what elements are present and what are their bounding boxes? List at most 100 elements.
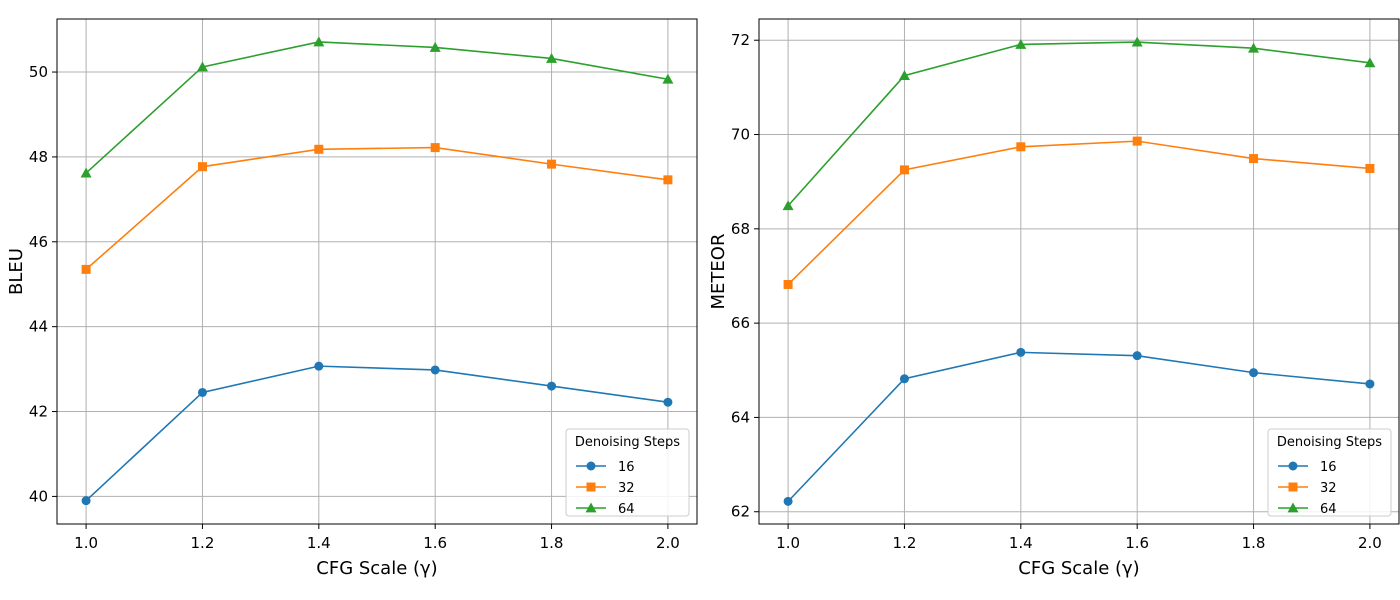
x-tick-label: 1.2 [191, 534, 215, 552]
series-32-point [899, 165, 909, 175]
series-32-point [430, 143, 440, 153]
series-16-point [899, 374, 909, 384]
series-16-point [547, 381, 557, 391]
x-tick-label: 1.8 [540, 534, 564, 552]
y-tick-label: 46 [29, 233, 48, 251]
series-32-point [1365, 163, 1375, 173]
series-16-point [430, 365, 440, 375]
x-tick-label: 1.6 [1125, 534, 1149, 552]
series-16 [783, 347, 1375, 506]
chart-panel-bleu: 1.0 1.2 1.4 1.6 1.8 2.0 40 42 44 46 48 50 CFG Scale … [6, 18, 698, 579]
x-axis-title: CFG Scale (γ) [316, 558, 437, 579]
series-16-point [1132, 351, 1142, 361]
series-64-point [898, 70, 910, 80]
legend-marker-16 [586, 461, 596, 471]
series-64-point [1131, 36, 1143, 47]
legend-label-32: 32 [1320, 481, 1337, 496]
series-16-point [197, 387, 207, 397]
x-tick-label: 1.4 [307, 534, 331, 552]
x-tick-label: 1.4 [1009, 534, 1033, 552]
legend-box [565, 428, 690, 517]
x-tick-label: 1.8 [1242, 534, 1266, 552]
series-64-point [662, 73, 674, 84]
grid [57, 19, 697, 524]
legend-title: Denoising Steps [575, 435, 680, 450]
y-tick-label: 48 [29, 148, 48, 166]
series-32-point [783, 279, 793, 289]
legend-marker-16 [1288, 461, 1298, 471]
series-64-line [787, 41, 1371, 207]
legend-title: Denoising Steps [1277, 435, 1382, 450]
y-tick-label: 64 [731, 408, 750, 426]
legend-marker-64 [585, 502, 597, 513]
series-32-point [314, 144, 324, 154]
series-16 [81, 361, 673, 506]
x-tick-label: 1.6 [423, 534, 447, 552]
series-32-line [787, 140, 1370, 286]
series-64-line [85, 41, 669, 174]
series-16-line [85, 365, 669, 502]
series-16-point [1365, 379, 1375, 389]
x-axis-title: CFG Scale (γ) [1018, 558, 1139, 579]
y-tick-label: 70 [731, 126, 750, 144]
axes-frame [758, 18, 1400, 525]
legend-label-16: 16 [1320, 460, 1337, 475]
series-32-line [85, 146, 669, 270]
x-tick-label: 1.0 [74, 534, 98, 552]
series-32 [783, 136, 1375, 289]
series-16-point [1016, 347, 1026, 357]
y-axis-title: METEOR [708, 234, 729, 310]
x-tick-label: 2.0 [1358, 534, 1382, 552]
legend-label-32: 32 [618, 481, 635, 496]
y-tick-label: 42 [29, 403, 48, 421]
series-64-point [313, 36, 325, 47]
series-64-point [196, 61, 208, 72]
axes-frame [56, 18, 698, 525]
series-32-point [1249, 154, 1259, 164]
legend-box [1267, 428, 1392, 517]
series-32-point [81, 264, 91, 274]
legend-marker-32 [1288, 482, 1298, 492]
series-32-point [197, 162, 207, 172]
legend-marker-64 [1287, 502, 1299, 513]
series-64-point [429, 41, 441, 52]
series-32-point [1132, 136, 1142, 146]
series-64-point [1364, 57, 1376, 68]
y-tick-label: 72 [731, 31, 750, 49]
series-16-line [787, 351, 1370, 502]
series-32-point [663, 175, 673, 185]
x-tick-label: 2.0 [656, 534, 680, 552]
legend-label-64: 64 [1320, 502, 1337, 517]
legend-label-64: 64 [618, 502, 635, 517]
y-tick-label: 40 [29, 487, 48, 505]
x-tick-label: 1.2 [893, 534, 917, 552]
series-32 [81, 143, 673, 274]
series-64 [782, 36, 1376, 211]
y-axis-title: BLEU [6, 248, 27, 295]
series-16-point [81, 496, 91, 506]
series-32-point [547, 159, 557, 169]
series-64-point [782, 200, 794, 211]
series-16-point [314, 361, 324, 371]
y-tick-label: 62 [731, 503, 750, 521]
series-16-point [663, 397, 673, 407]
legend-label-16: 16 [618, 460, 635, 475]
series-64-point [546, 52, 558, 63]
series-64-point [1015, 38, 1027, 49]
series-16-point [1249, 368, 1259, 378]
legend: Denoising Steps 16 32 64 [1267, 428, 1392, 517]
y-tick-label: 68 [731, 220, 750, 238]
series-64 [80, 36, 674, 178]
legend-marker-32 [586, 482, 596, 492]
chart-panel-meteor: 1.0 1.2 1.4 1.6 1.8 2.0 62 64 66 68 70 72 CFG Scale … [708, 18, 1400, 579]
series-32-point [1016, 142, 1026, 152]
y-tick-label: 44 [29, 318, 48, 336]
x-tick-label: 1.0 [776, 534, 800, 552]
legend: Denoising Steps 16 32 64 [565, 428, 690, 517]
series-16-point [783, 496, 793, 506]
y-tick-label: 50 [29, 63, 48, 81]
y-tick-label: 66 [731, 314, 750, 332]
series-64-point [1248, 42, 1260, 53]
series-64-point [80, 167, 92, 178]
